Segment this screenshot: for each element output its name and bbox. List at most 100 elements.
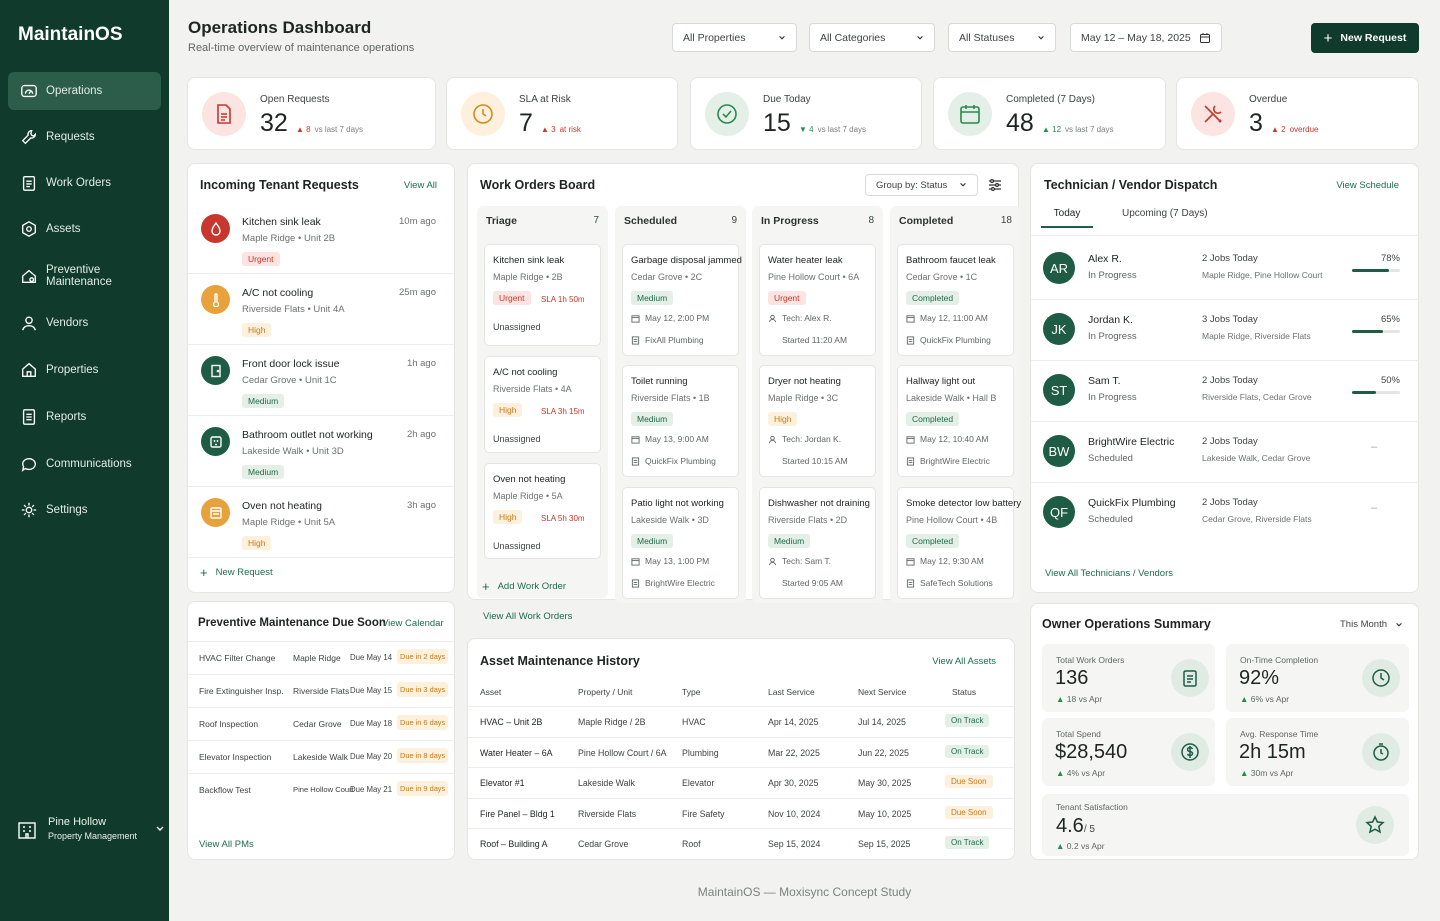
view-calendar-link[interactable]: View Calendar [382,618,444,629]
stopwatch-icon [1362,733,1400,771]
pm-due-badge: Due in 3 days [397,682,449,697]
priority-badge: Completed [906,291,960,305]
technician-line: Tech: Jordan K. [768,434,841,444]
view-all-work-orders-link[interactable]: View All Work Orders [483,611,573,622]
filter-properties[interactable]: All Properties [672,23,797,52]
work-order-card[interactable]: Patio light not working Lakeside Walk • 3… [622,487,739,599]
request-item[interactable]: Kitchen sink leak Maple Ridge • Unit 2B 10… [188,204,454,274]
pm-due-date: Due May 20 [350,752,393,761]
table-row[interactable]: Fire Panel – Bldg 1 Riverside Flats Fire S… [468,797,1014,828]
link-label: New Request [215,567,273,578]
kpi-value: 32 [260,109,288,137]
new-request-link[interactable]: + New Request [200,565,273,580]
column-count: 18 [1000,215,1012,226]
kpi-card[interactable]: Due Today 15 ▼ 4 vs last 7 days [690,77,922,150]
line-text: Tech: Alex R. [782,313,832,323]
period-select[interactable]: This Month [1340,619,1403,630]
pm-row[interactable]: Elevator Inspection Lakeside Walk Due May … [188,741,454,774]
schedule-line: May 13, 1:00 PM [631,556,709,566]
nav-properties[interactable]: Properties [8,351,161,389]
work-order-card[interactable]: Toilet running Riverside Flats • 1B Medium… [622,365,739,477]
tab-upcoming[interactable]: Upcoming (7 Days) [1122,208,1208,219]
table-cell: Elevator #1 [480,778,525,788]
brand-logo[interactable]: MaintainOS [18,24,123,45]
board-column-scheduled: Scheduled 9 Garbage disposal jammed Cedar G… [615,206,746,603]
assigned-properties: Maple Ridge, Pine Hollow Court [1202,270,1323,280]
oven-icon [201,498,230,527]
work-order-card[interactable]: Water heater leak Pine Hollow Court • 6A U… [759,244,876,356]
pm-task: HVAC Filter Change [199,653,276,663]
up-arrow-icon: ▲ [1056,841,1067,851]
new-request-button[interactable]: + New Request [1311,23,1419,53]
work-order-card[interactable]: Dryer not heating Maple Ridge • 3C High Tec… [759,365,876,477]
work-order-card[interactable]: Kitchen sink leak Maple Ridge • 2B Urgent S… [484,244,601,346]
view-all-technicians-link[interactable]: View All Technicians / Vendors [1045,568,1173,579]
vendor-doc-icon [906,578,915,588]
group-by-select[interactable]: Group by: Status [865,174,978,196]
request-item[interactable]: Bathroom outlet not working Lakeside Walk… [188,417,454,487]
dollar-icon [1171,733,1209,771]
table-row[interactable]: Water Heater – 6A Pine Hollow Court / 6A P… [468,736,1014,767]
summary-metric: On-Time Completion 92% ▲ 6% vs Apr [1226,644,1409,712]
add-work-order-button[interactable]: + Add Work Order [482,579,566,594]
work-order-title: Garbage disposal jammed [631,255,742,266]
work-order-card[interactable]: A/C not cooling Riverside Flats • 4A High S… [484,356,601,453]
nav-communications[interactable]: Communications [8,445,161,483]
line-text: Tech: Jordan K. [782,434,842,444]
priority-badge-wrap: Medium [768,534,811,548]
table-row[interactable]: Roof – Building A Cedar Grove Roof Sep 15, … [468,828,1014,858]
pm-row[interactable]: Fire Extinguisher Insp. Riverside Flats Du… [188,675,454,708]
nav-settings[interactable]: Settings [8,491,161,529]
table-cell: Water Heater – 6A [480,747,553,758]
nav-vendors[interactable]: Vendors [8,304,161,342]
nav-assets[interactable]: Assets [8,210,161,248]
dispatch-row[interactable]: BW BrightWire Electric Scheduled 2 Jobs Tod… [1031,421,1419,483]
pm-row[interactable]: Backflow Test Pine Hollow Court Due May 21… [188,774,454,807]
work-order-card[interactable]: Oven not heating Maple Ridge • 5A High SLA … [484,463,601,559]
request-item[interactable]: A/C not cooling Riverside Flats • Unit 4A… [188,275,454,345]
dispatch-row[interactable]: AR Alex R. In Progress 2 Jobs Today Maple Ri… [1031,238,1419,300]
filter-sliders-icon[interactable] [988,178,1002,192]
pm-row[interactable]: HVAC Filter Change Maple Ridge Due May 14 D… [188,642,454,675]
kpi-card[interactable]: Open Requests 32 ▲ 8 vs last 7 days [187,77,436,150]
date-range-picker[interactable]: May 12 – May 18, 2025 [1070,23,1222,52]
pm-property: Lakeside Walk [293,752,348,762]
table-row[interactable]: Elevator #1 Lakeside Walk Elevator Apr 30, … [468,767,1014,797]
work-order-card[interactable]: Bathroom faucet leak Cedar Grove • 1C Comp… [897,244,1014,356]
request-item[interactable]: Front door lock issue Cedar Grove • Unit … [188,346,454,416]
kpi-card[interactable]: Overdue 3 ▲ 2 overdue [1176,77,1419,150]
filter-statuses[interactable]: All Statuses [948,23,1056,52]
work-order-card[interactable]: Hallway light out Lakeside Walk • Hall B C… [897,365,1014,477]
view-all-assets-link[interactable]: View All Assets [932,656,996,667]
work-order-card[interactable]: Dishwasher not draining Riverside Flats •… [759,487,876,599]
view-all-link[interactable]: View All [403,180,437,191]
nav-operations[interactable]: Operations [8,72,161,110]
priority-badge: Medium [631,412,674,426]
filter-categories[interactable]: All Categories [809,23,935,52]
calendar-icon [631,314,640,323]
nav-preventive-maintenance[interactable]: Preventive Maintenance [8,257,161,295]
dispatch-row[interactable]: JK Jordan K. In Progress 3 Jobs Today Maple … [1031,299,1419,361]
view-all-pms-link[interactable]: View All PMs [199,839,254,850]
nav-requests[interactable]: Requests [8,118,161,156]
nav-reports[interactable]: Reports [8,398,161,436]
priority-badge-wrap: High [493,510,523,524]
kpi-card[interactable]: SLA at Risk 7 ▲ 3 at risk [446,77,678,150]
pm-row[interactable]: Roof Inspection Cedar Grove Due May 18 Due … [188,708,454,741]
table-row[interactable]: HVAC – Unit 2B Maple Ridge / 2B HVAC Apr 14… [468,706,1014,736]
nav-work-orders[interactable]: Work Orders [8,164,161,202]
work-order-title: Dishwasher not draining [768,498,870,509]
tab-today[interactable]: Today [1041,208,1093,228]
dispatch-row[interactable]: QF QuickFix Plumbing Scheduled 2 Jobs Today… [1031,482,1419,544]
view-schedule-link[interactable]: View Schedule [1336,180,1399,191]
kpi-card[interactable]: Completed (7 Days) 48 ▲ 12 vs last 7 days [933,77,1166,150]
calendar-icon [906,557,915,566]
column-count: 8 [868,215,874,226]
work-order-card[interactable]: Smoke detector low battery Pine Hollow Co… [897,487,1021,599]
org-switcher[interactable]: Pine Hollow Property Management [16,816,165,841]
dispatch-row[interactable]: ST Sam T. In Progress 2 Jobs Today Riverside… [1031,360,1419,422]
vendor-doc-icon [906,335,915,345]
work-order-location: Lakeside Walk • Hall B [906,393,997,403]
request-item[interactable]: Oven not heating Maple Ridge • Unit 5A 3h … [188,488,454,558]
work-order-card[interactable]: Garbage disposal jammed Cedar Grove • 2C M… [622,244,742,356]
